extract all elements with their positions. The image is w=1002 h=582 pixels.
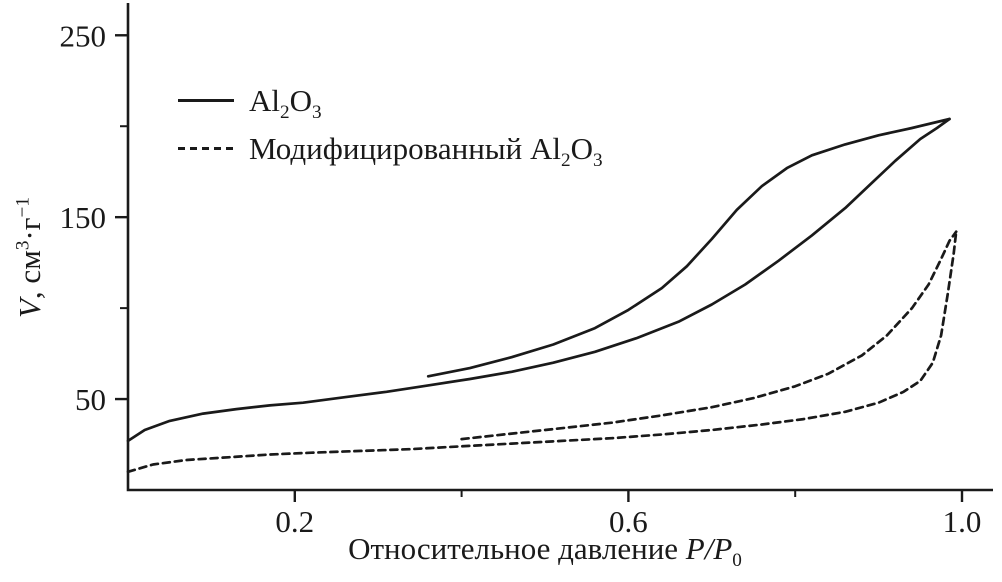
axis-lines: [126, 3, 993, 492]
legend-label-modified-al2o3: Модифицированный Al2O3: [249, 130, 603, 171]
x-tick-label: 0.6: [609, 504, 648, 539]
solid-line-sample: [178, 98, 234, 102]
series-mod-al2o3-adsorption: [126, 230, 958, 474]
y-tick-label: 150: [60, 200, 107, 235]
series-al2o3-desorption: [426, 117, 951, 378]
series-mod-al2o3-desorption: [460, 230, 958, 441]
x-tick-label: 1.0: [943, 504, 982, 539]
x-axis-title: Относительное давление P/P0: [348, 531, 742, 572]
y-tick-label: 250: [60, 18, 107, 53]
dashed-line-sample: [178, 146, 234, 150]
x-tick-label: 0.2: [275, 504, 314, 539]
series-al2o3-adsorption: [126, 117, 951, 443]
y-tick-label: 50: [75, 382, 106, 417]
legend: Al2O3 Модифицированный Al2O3: [178, 76, 603, 172]
legend-item-modified-al2o3: Модифицированный Al2O3: [178, 124, 603, 172]
y-axis-title: V, см3·г−1: [12, 197, 47, 318]
legend-label-al2o3: Al2O3: [249, 82, 322, 123]
legend-item-al2o3: Al2O3: [178, 76, 603, 124]
